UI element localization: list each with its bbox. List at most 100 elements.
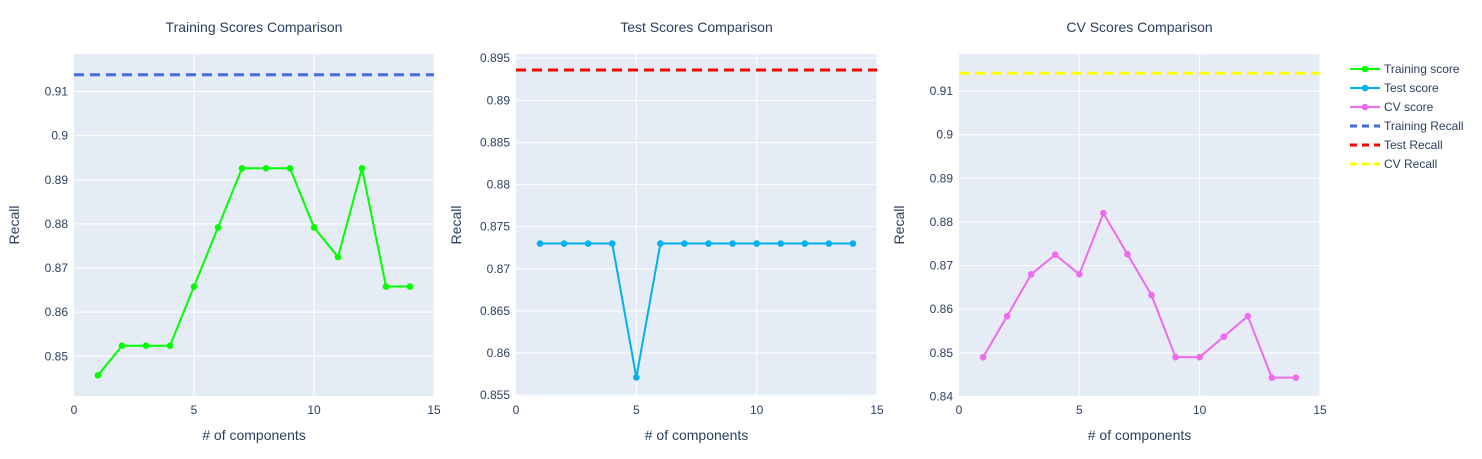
x-tick-label: 0: [956, 403, 963, 417]
data-point: [1100, 209, 1107, 217]
data-point: [1027, 270, 1035, 278]
legend-item: CV score: [1350, 100, 1434, 114]
y-tick-label: 0.84: [930, 389, 954, 403]
y-tick-label: 0.85: [45, 349, 69, 363]
legend-item: Test Recall: [1350, 138, 1443, 152]
y-tick-label: 0.91: [930, 84, 954, 98]
data-point: [406, 283, 414, 290]
data-point: [584, 240, 592, 247]
y-tick-label: 0.89: [487, 93, 511, 107]
x-tick-label: 5: [1076, 403, 1083, 417]
data-point: [681, 240, 688, 247]
data-point: [382, 283, 390, 290]
y-tick-label: 0.87: [930, 259, 954, 273]
y-tick-label: 0.88: [930, 215, 954, 229]
y-axis-title: Recall: [891, 206, 907, 245]
legend-label: Training score: [1384, 62, 1460, 76]
y-tick-label: 0.87: [487, 262, 511, 276]
data-point: [1148, 291, 1155, 299]
x-tick-label: 5: [191, 403, 198, 417]
subplot-2: 0.855 0.86 0.865 0.87 0.875 0.88 0.885 0.89 0.89…: [448, 19, 884, 443]
y-tick-label: 0.9: [51, 129, 68, 143]
data-point: [118, 342, 126, 349]
data-point: [334, 253, 342, 261]
legend-label: Training Recall: [1384, 119, 1464, 133]
series-line: [982, 210, 1296, 379]
subplot-title: CV Scores Comparison: [1066, 19, 1212, 35]
data-point: [1196, 353, 1203, 361]
y-tick-label: 0.885: [480, 135, 510, 149]
legend-swatch-marker: [1361, 65, 1369, 73]
y-tick-label: 0.875: [480, 220, 510, 234]
x-axis-title: # of components: [645, 427, 749, 443]
subplot-3: 0.84 0.85 0.86 0.87 0.88 0.89 0.9 0.91 0 5 10 15 CV …: [891, 19, 1327, 443]
x-tick-label: 10: [1193, 403, 1207, 417]
legend-label: Test score: [1384, 81, 1439, 95]
data-point: [1292, 374, 1300, 381]
plot-area: [516, 54, 877, 396]
y-tick-label: 0.89: [930, 171, 954, 185]
data-point: [262, 164, 270, 172]
y-tick-label: 0.85: [930, 346, 954, 360]
x-tick-label: 10: [307, 403, 321, 417]
y-tick-label: 0.87: [45, 261, 69, 275]
legend: Training score Test score CV score Training…: [1350, 62, 1464, 171]
y-tick-label: 0.86: [45, 305, 69, 319]
data-point: [286, 164, 294, 172]
legend-item: Test score: [1350, 81, 1439, 95]
legend-label: CV Recall: [1384, 157, 1437, 171]
y-tick-label: 0.865: [480, 304, 510, 318]
data-point: [560, 240, 568, 247]
y-tick-label: 0.89: [45, 173, 69, 187]
data-point: [310, 224, 318, 231]
data-point: [1124, 250, 1131, 258]
data-point: [1172, 353, 1179, 361]
data-point: [166, 342, 174, 349]
x-tick-label: 10: [750, 403, 764, 417]
y-tick-label: 0.855: [480, 388, 510, 402]
data-point: [1076, 270, 1083, 278]
plot-area: [959, 54, 1320, 396]
x-axis-title: # of components: [202, 427, 306, 443]
data-point: [777, 240, 785, 247]
legend-label: CV score: [1384, 100, 1434, 114]
data-point: [190, 283, 198, 290]
x-tick-label: 0: [71, 403, 78, 417]
x-tick-label: 5: [633, 403, 640, 417]
subplot-1: 0.85 0.86 0.87 0.88 0.89 0.9 0.91 0 5 10 15 Trainin…: [6, 19, 441, 443]
data-point: [1003, 312, 1011, 320]
legend-label: Test Recall: [1384, 138, 1443, 152]
y-tick-label: 0.86: [930, 302, 954, 316]
data-point: [801, 240, 809, 247]
y-tick-label: 0.9: [936, 128, 953, 142]
subplot-title: Training Scores Comparison: [166, 19, 343, 35]
data-point: [825, 240, 833, 247]
data-point: [238, 164, 246, 172]
data-point: [358, 164, 366, 172]
subplot-title: Test Scores Comparison: [620, 19, 773, 35]
data-point: [1244, 312, 1252, 320]
data-point: [657, 240, 664, 247]
data-point: [1220, 333, 1228, 340]
data-point: [536, 240, 544, 247]
y-tick-label: 0.86: [487, 346, 511, 360]
y-axis-title: Recall: [448, 206, 464, 245]
data-point: [1268, 374, 1276, 381]
x-tick-label: 15: [870, 403, 884, 417]
legend-swatch-marker: [1361, 84, 1369, 92]
x-tick-label: 0: [513, 403, 520, 417]
data-point: [753, 240, 760, 247]
data-point: [214, 224, 222, 231]
legend-item: Training score: [1350, 62, 1460, 76]
legend-swatch-marker: [1361, 103, 1369, 111]
x-tick-label: 15: [427, 403, 441, 417]
data-point: [94, 371, 102, 379]
legend-item: Training Recall: [1350, 119, 1464, 133]
y-tick-label: 0.88: [487, 178, 511, 192]
data-point: [142, 342, 150, 349]
data-point: [1051, 251, 1059, 258]
series-line: [97, 167, 410, 376]
series-line: [540, 242, 853, 378]
